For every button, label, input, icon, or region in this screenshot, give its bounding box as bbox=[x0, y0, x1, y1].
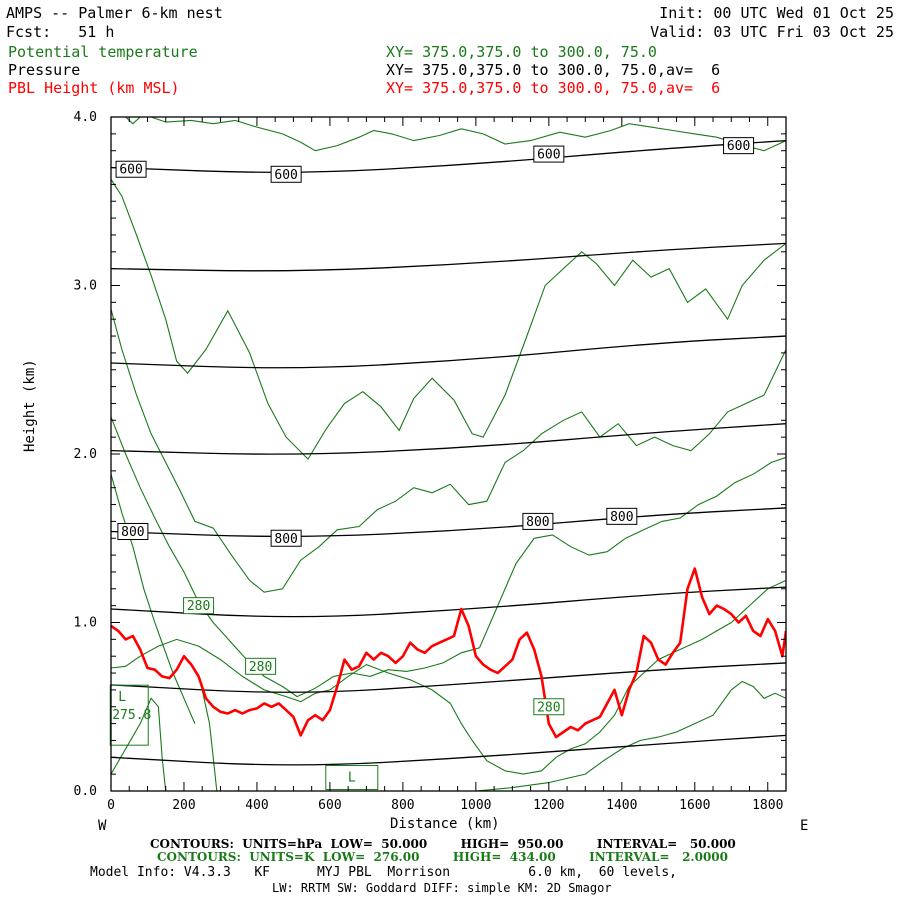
theta-contour-6 bbox=[475, 680, 786, 791]
fcst-value: 51 h bbox=[78, 23, 115, 41]
forecast-label: Fcst: 51 h bbox=[6, 24, 114, 41]
valid-time: Valid: 03 UTC Fri 03 Oct 25 bbox=[650, 23, 894, 41]
pressure-label-6: 800 bbox=[522, 512, 554, 530]
pressure-contour-6 bbox=[111, 242, 786, 272]
low-marker-box-0 bbox=[109, 684, 149, 746]
field2-name: Pressure bbox=[8, 61, 81, 79]
y-tick-label-1: 1.0 bbox=[74, 616, 97, 631]
theta-contour-0 bbox=[125, 117, 786, 152]
theta-contour-7 bbox=[111, 697, 167, 791]
pressure-contour-7 bbox=[111, 139, 786, 173]
pressure-label-6-text: 800 bbox=[526, 515, 549, 530]
x-tick-label-200: 200 bbox=[172, 798, 195, 813]
x-tick-label-400: 400 bbox=[245, 798, 268, 813]
theta-label-1-box bbox=[245, 657, 277, 675]
pressure-label-2-box bbox=[533, 145, 565, 163]
footer-pressure-contours: CONTOURS: UNITS=hPa LOW= 50.000 HIGH= 95… bbox=[150, 837, 736, 851]
pressure-label-2-text: 600 bbox=[537, 148, 560, 163]
pressure-label-5-text: 800 bbox=[274, 532, 297, 547]
x-tick-label-800: 800 bbox=[391, 798, 414, 813]
pbl-height-line bbox=[111, 567, 786, 739]
theta-label-2-text: 280 bbox=[537, 700, 560, 715]
theta-contour-2 bbox=[111, 308, 786, 593]
x-tick-label-1600: 1600 bbox=[679, 798, 710, 813]
field3-name: PBL Height (km MSL) bbox=[8, 79, 180, 97]
pressure-label-1-box bbox=[270, 165, 302, 183]
low-marker-letter-1: L bbox=[348, 771, 356, 786]
theta-contour-8 bbox=[201, 689, 218, 791]
theta-label-0-text: 280 bbox=[187, 599, 210, 614]
pressure-label-5: 800 bbox=[270, 529, 302, 547]
pressure-label-1-text: 600 bbox=[274, 168, 297, 183]
theta-label-0-box bbox=[183, 597, 215, 615]
pressure-label-1: 600 bbox=[270, 165, 302, 183]
contour-labels: 600 600 600 600 800 800 800 800 280 280 280 L 275.8 L bbox=[109, 137, 755, 791]
field2-xy: XY= 375.0,375.0 to 300.0, 75.0,av= 6 bbox=[386, 61, 721, 79]
app-title: AMPS -- Palmer 6-km nest bbox=[6, 4, 223, 22]
pressure-label-3: 600 bbox=[723, 137, 755, 155]
low-marker-box-1 bbox=[325, 765, 379, 791]
field1-name: Potential temperature bbox=[8, 43, 198, 61]
field1-xy: XY= 375.0,375.0 to 300.0, 75.0 bbox=[386, 43, 657, 61]
theta-contour-5 bbox=[111, 579, 786, 775]
pressure-label-6-box bbox=[522, 512, 554, 530]
x-tick-label-1400: 1400 bbox=[606, 798, 637, 813]
footer-theta-contours: CONTOURS: UNITS=K LOW= 276.00 HIGH= 434.… bbox=[157, 850, 728, 864]
theta-label-1: 280 bbox=[245, 657, 277, 675]
low-marker-0: L 275.8 bbox=[109, 684, 151, 746]
x-right-label: E bbox=[800, 818, 809, 834]
pressure-label-4: 800 bbox=[117, 523, 149, 541]
theta-label-2: 280 bbox=[533, 698, 565, 716]
x-tick-label-0: 0 bbox=[107, 798, 115, 813]
pressure-contours bbox=[111, 139, 786, 766]
init-time: Init: 00 UTC Wed 01 Oct 25 bbox=[659, 4, 894, 22]
field3-xy: XY= 375.0,375.0 to 300.0, 75.0,av= 6 bbox=[386, 79, 721, 97]
pressure-contour-5 bbox=[111, 335, 786, 369]
pressure-contour-0 bbox=[111, 734, 786, 766]
low-marker-value-0: 275.8 bbox=[112, 708, 151, 723]
pressure-label-7-box bbox=[606, 507, 638, 525]
pressure-label-3-box bbox=[723, 137, 755, 155]
pressure-label-7: 800 bbox=[606, 507, 638, 525]
x-tick-label-1200: 1200 bbox=[533, 798, 564, 813]
theta-contour-1 bbox=[111, 179, 786, 460]
theta-label-1-text: 280 bbox=[249, 660, 272, 675]
y-tick-label-4: 4.0 bbox=[74, 110, 97, 125]
y-tick-label-2: 2.0 bbox=[74, 447, 97, 462]
x-tick-label-1800: 1800 bbox=[752, 798, 783, 813]
x-tick-label-600: 600 bbox=[318, 798, 341, 813]
low-marker-1: L bbox=[325, 765, 379, 791]
theta-label-2-box bbox=[533, 698, 565, 716]
pressure-label-0: 600 bbox=[115, 160, 147, 178]
pressure-label-2: 600 bbox=[533, 145, 565, 163]
pressure-contour-4 bbox=[111, 423, 786, 455]
fcst-label: Fcst: bbox=[6, 23, 52, 41]
pressure-label-5-box bbox=[270, 529, 302, 547]
footer-model-info: Model Info: V4.3.3 KF MYJ PBL Morrison 6… bbox=[90, 865, 677, 880]
y-axis-title: Height (km) bbox=[22, 359, 38, 452]
y-tick-label-3: 3.0 bbox=[74, 279, 97, 294]
pressure-label-3-text: 600 bbox=[727, 139, 750, 154]
pbl-height-series bbox=[111, 567, 786, 739]
pressure-label-4-text: 800 bbox=[121, 525, 144, 540]
pressure-label-0-box bbox=[115, 160, 147, 178]
theta-label-0: 280 bbox=[183, 597, 215, 615]
y-tick-label-0: 0.0 bbox=[74, 784, 97, 799]
pressure-label-0-text: 600 bbox=[119, 163, 142, 178]
pressure-contour-1 bbox=[111, 662, 786, 693]
x-tick-label-1000: 1000 bbox=[460, 798, 491, 813]
pressure-label-4-box bbox=[117, 523, 149, 541]
axes: 0 200 400 600 800 1000 1200 1400 1600 1800 0.0 1.0 2… bbox=[74, 110, 787, 813]
footer-physics: LW: RRTM SW: Goddard DIFF: simple KM: 2D… bbox=[272, 881, 612, 895]
x-left-label: W bbox=[98, 818, 107, 834]
pressure-label-7-text: 800 bbox=[610, 510, 633, 525]
pressure-contour-3 bbox=[111, 507, 786, 538]
x-axis-title: Distance (km) bbox=[390, 816, 500, 832]
low-marker-letter-0: L bbox=[118, 690, 126, 705]
